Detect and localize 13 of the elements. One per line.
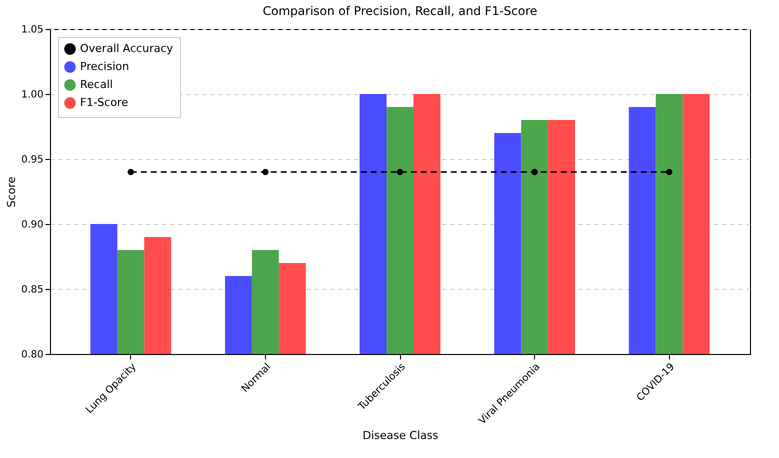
legend-label: Precision <box>80 60 130 73</box>
chart-title: Comparison of Precision, Recall, and F1-Score <box>262 4 538 18</box>
y-tick-label: 0.85 <box>21 284 44 296</box>
y-axis-title: Score <box>5 176 18 208</box>
x-axis-title: Disease Class <box>362 429 439 442</box>
legend-label: Overall Accuracy <box>80 42 174 55</box>
y-tick-label: 0.90 <box>21 220 44 230</box>
y-tick-label: 0.80 <box>21 350 44 360</box>
y-tick-label: 0.95 <box>21 154 44 166</box>
y-tick-label: 1.00 <box>21 90 44 100</box>
legend-label: F1-Score <box>80 96 128 109</box>
y-tick-label: 1.05 <box>21 24 44 36</box>
legend-label: Recall <box>80 78 113 91</box>
